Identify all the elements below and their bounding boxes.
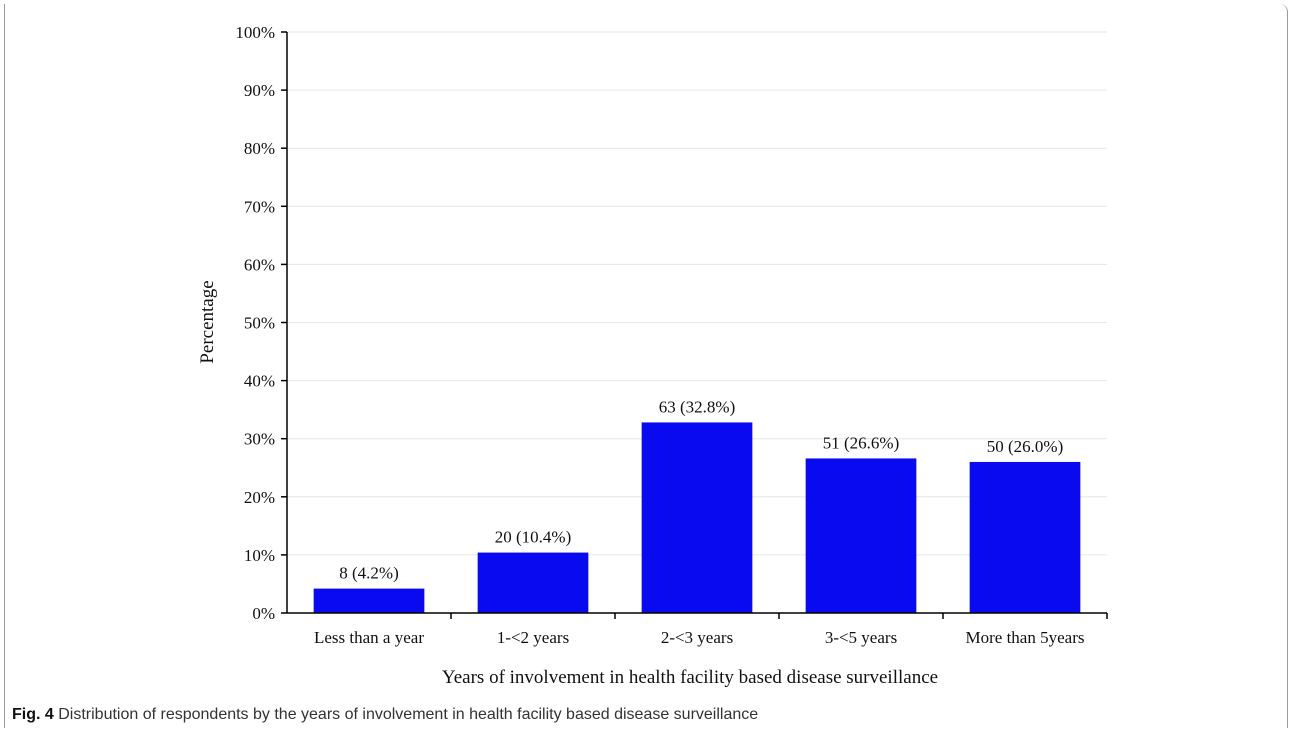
bar [805,458,917,613]
caption-text: Distribution of respondents by the years… [53,706,759,723]
x-tick-label: 3-<5 years [825,628,897,647]
y-tick-label: 90% [244,81,275,100]
bar [313,588,425,613]
bar [477,552,589,613]
y-tick-label: 60% [244,255,275,274]
y-tick-label: 20% [244,488,275,507]
y-tick-label: 70% [244,197,275,216]
data-labels: 8 (4.2%) 20 (10.4%) 63 (32.8%) 51 (26.6%) 50… [339,397,1063,582]
caption-label: Fig. 4 [12,706,54,723]
x-tick-label: 1-<2 years [497,628,569,647]
y-axis-title: Percentage [197,280,218,363]
bar-data-label: 8 (4.2%) [339,564,398,583]
y-tick-label: 10% [244,546,275,565]
y-tick-label: 80% [244,139,275,158]
y-axis: 0% 10% 20% 30% 40% 50% 60% 70% 80% 90% 100% [235,23,288,623]
bar-data-label: 51 (26.6%) [823,433,899,452]
y-tick-label: 0% [252,604,275,623]
y-tick-label: 30% [244,430,275,449]
x-tick-label: Less than a year [314,628,424,647]
figure-frame [4,4,1288,728]
bar-data-label: 63 (32.8%) [659,397,735,416]
bars [313,422,1081,613]
y-tick-label: 40% [244,372,275,391]
bar [641,422,753,613]
y-tick-label: 50% [244,314,275,333]
x-tick-label: 2-<3 years [661,628,733,647]
bar-data-label: 50 (26.0%) [987,437,1063,456]
figure-caption: Fig. 4 Distribution of respondents by th… [12,706,758,724]
x-tick-label: More than 5years [966,628,1085,647]
y-tick-label: 100% [235,23,275,42]
bar-data-label: 20 (10.4%) [495,528,571,547]
x-axis-title: Years of involvement in health facility … [442,667,938,688]
bar [969,461,1081,613]
x-axis: Less than a year 1-<2 years 2-<3 years 3-<5… [287,612,1108,647]
